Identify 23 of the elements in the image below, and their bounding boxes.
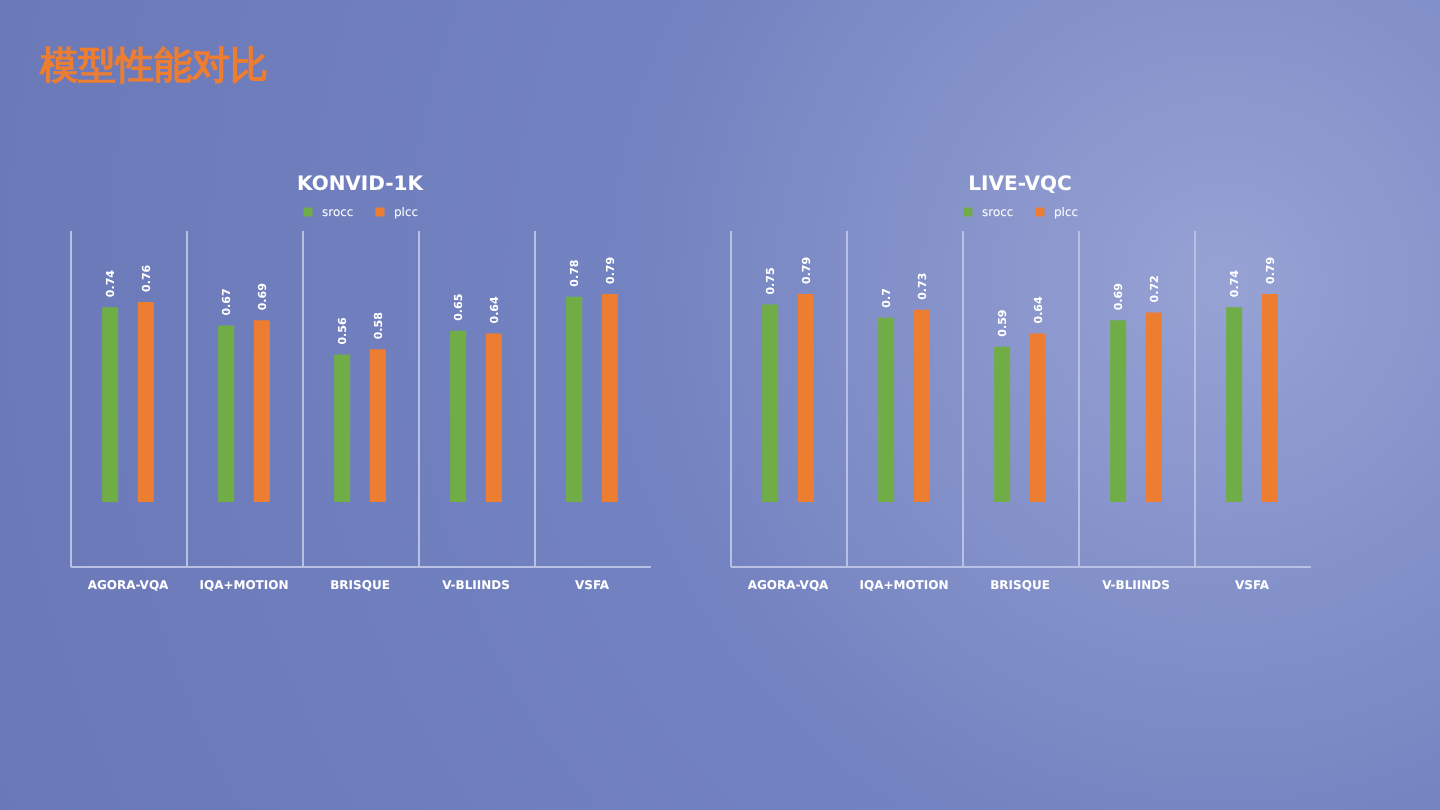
bar — [102, 307, 119, 502]
chart-title: KONVID-1K — [297, 174, 426, 196]
bar — [762, 304, 779, 502]
bar — [1226, 307, 1243, 502]
bar — [253, 320, 270, 502]
bar — [369, 349, 386, 502]
bar — [601, 294, 618, 502]
text: 模型性能对比 — [40, 42, 268, 92]
bar — [137, 301, 154, 502]
chart-title: LIVE-VQC — [968, 174, 1072, 196]
bar — [450, 330, 467, 502]
bar — [878, 317, 895, 502]
bar — [1261, 294, 1278, 502]
bar — [334, 354, 351, 502]
bar — [218, 325, 235, 502]
bar — [1145, 312, 1162, 502]
bar — [1029, 333, 1046, 502]
bar — [797, 294, 814, 502]
bar — [913, 309, 930, 502]
bar — [994, 346, 1011, 502]
bar — [485, 333, 502, 502]
bar — [1110, 320, 1127, 502]
bar — [566, 296, 583, 502]
